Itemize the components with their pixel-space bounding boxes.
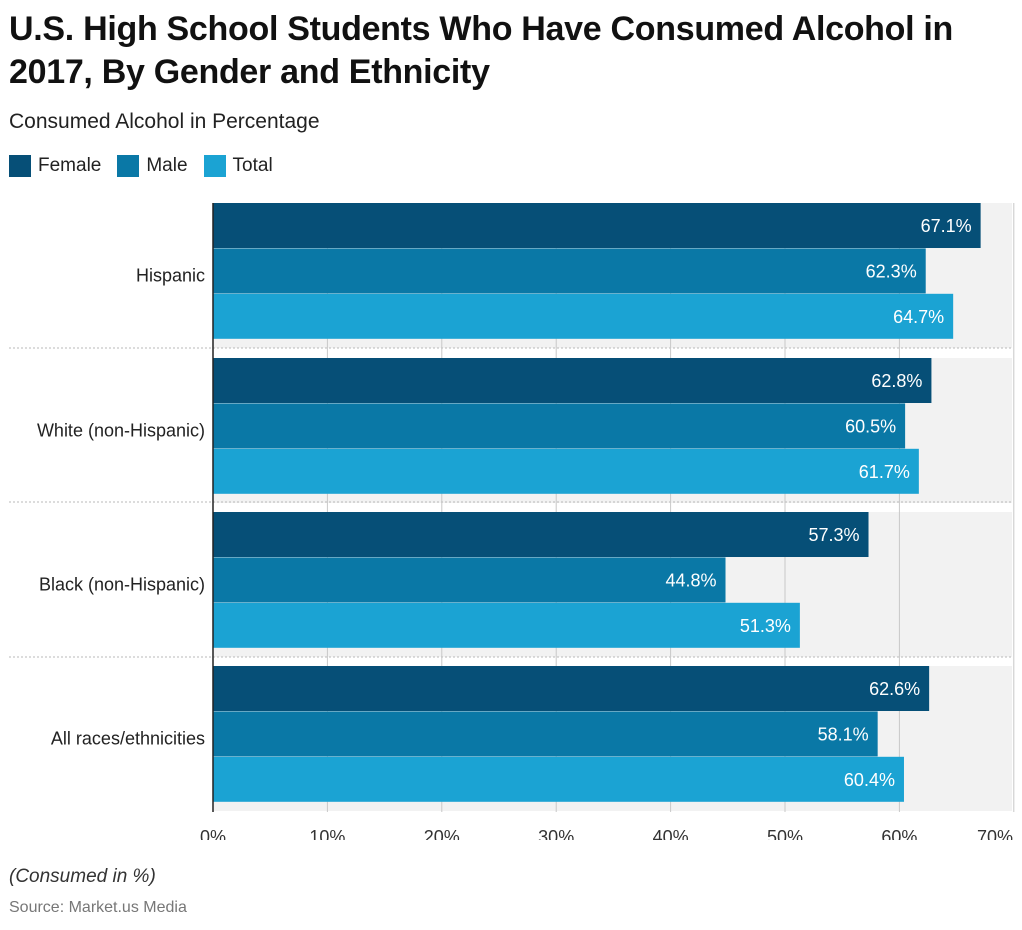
bar-all-races-ethnicities-female — [213, 666, 930, 711]
x-tick-label-50: 50% — [767, 827, 803, 840]
legend-swatch-male — [117, 155, 140, 177]
legend: Female Male Total — [9, 155, 289, 177]
bar-black-non-hispanic-female — [213, 512, 869, 557]
bar-chart: 67.1% 62.3% 64.7% Hispanic 62.8% 60.5% 61.7% Wh… — [9, 203, 1015, 840]
x-tick-label-10: 10% — [309, 827, 345, 840]
bar-all-races-ethnicities-male — [213, 711, 878, 757]
legend-swatch-total — [203, 155, 226, 177]
bar-white-non-hispanic-total — [213, 448, 919, 494]
value-label-hispanic-female: 67.1% — [921, 216, 972, 236]
value-label-all-races-ethnicities-total: 60.4% — [844, 770, 895, 790]
value-label-black-non-hispanic-male: 44.8% — [665, 570, 716, 590]
legend-label-total: Total — [232, 155, 273, 176]
bar-black-non-hispanic-male — [213, 557, 726, 603]
x-tick-label-30: 30% — [538, 827, 574, 840]
legend-label-male: Male — [146, 155, 188, 176]
x-tick-label-20: 20% — [424, 827, 460, 840]
bar-hispanic-total — [213, 293, 954, 339]
value-label-black-non-hispanic-total: 51.3% — [740, 616, 791, 636]
legend-item-female: Female — [9, 155, 101, 177]
value-label-hispanic-total: 64.7% — [893, 307, 944, 327]
x-tick-label-70: 70% — [977, 827, 1013, 840]
legend-item-total: Total — [203, 155, 273, 177]
category-label-hispanic: Hispanic — [136, 266, 205, 286]
category-label-black-non-hispanic: Black (non-Hispanic) — [39, 575, 205, 595]
chart-title: U.S. High School Students Who Have Consu… — [9, 10, 954, 91]
bar-hispanic-male — [213, 248, 926, 294]
value-label-white-non-hispanic-male: 60.5% — [845, 416, 896, 436]
x-tick-label-0: 0% — [200, 827, 226, 840]
x-tick-label-40: 40% — [653, 827, 689, 840]
bar-white-non-hispanic-male — [213, 403, 906, 449]
bar-all-races-ethnicities-total — [213, 756, 904, 802]
value-label-all-races-ethnicities-male: 58.1% — [818, 724, 869, 744]
category-label-all-races-ethnicities: All races/ethnicities — [51, 729, 205, 749]
value-label-white-non-hispanic-total: 61.7% — [859, 462, 910, 482]
x-tick-label-60: 60% — [881, 827, 917, 840]
category-label-white-non-hispanic: White (non-Hispanic) — [37, 421, 205, 441]
legend-item-male: Male — [117, 155, 188, 177]
bar-hispanic-female — [213, 203, 981, 248]
legend-swatch-female — [9, 155, 31, 177]
chart-subtitle: Consumed Alcohol in Percentage — [9, 110, 320, 133]
value-label-hispanic-male: 62.3% — [866, 261, 917, 281]
source-credit: Source: Market.us Media — [9, 899, 187, 916]
value-label-black-non-hispanic-female: 57.3% — [808, 525, 859, 545]
bar-black-non-hispanic-total — [213, 602, 800, 648]
value-label-all-races-ethnicities-female: 62.6% — [869, 679, 920, 699]
footnote: (Consumed in %) — [9, 866, 156, 887]
value-label-white-non-hispanic-female: 62.8% — [871, 371, 922, 391]
bar-white-non-hispanic-female — [213, 358, 932, 403]
legend-label-female: Female — [38, 155, 102, 176]
